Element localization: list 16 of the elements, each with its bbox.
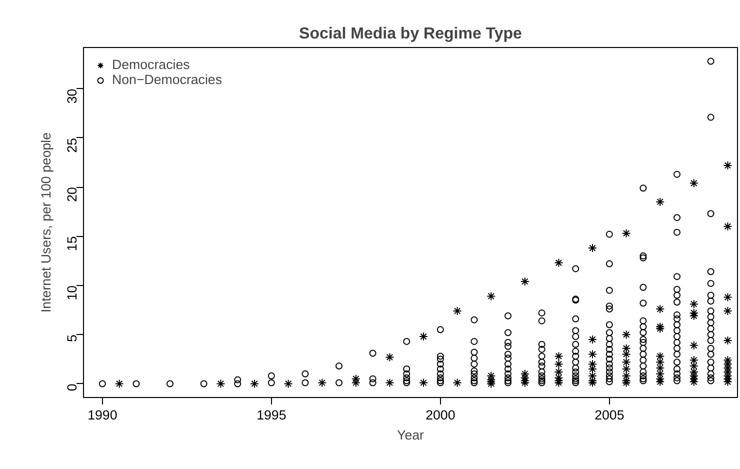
y-tick-label: 5 — [64, 334, 80, 342]
y-tick-label: 30 — [64, 88, 80, 104]
legend-label: Democracies — [112, 57, 190, 72]
x-tick-label: 1995 — [256, 408, 286, 422]
x-axis-title: Year — [397, 428, 425, 442]
x-tick-label: 1990 — [88, 408, 118, 422]
y-tick-label: 10 — [64, 285, 80, 300]
x-tick-label: 2005 — [594, 408, 624, 422]
legend-label: Non−Democracies — [112, 72, 222, 87]
y-axis-title: Internet Users, per 100 people — [38, 132, 54, 313]
y-tick-label: 25 — [64, 138, 80, 153]
x-tick-label: 2000 — [426, 408, 456, 422]
y-tick-label: 15 — [64, 236, 80, 252]
chart-title: Social Media by Regime Type — [299, 26, 522, 42]
y-tick-label: 0 — [64, 384, 80, 392]
y-tick-label: 20 — [64, 187, 80, 202]
